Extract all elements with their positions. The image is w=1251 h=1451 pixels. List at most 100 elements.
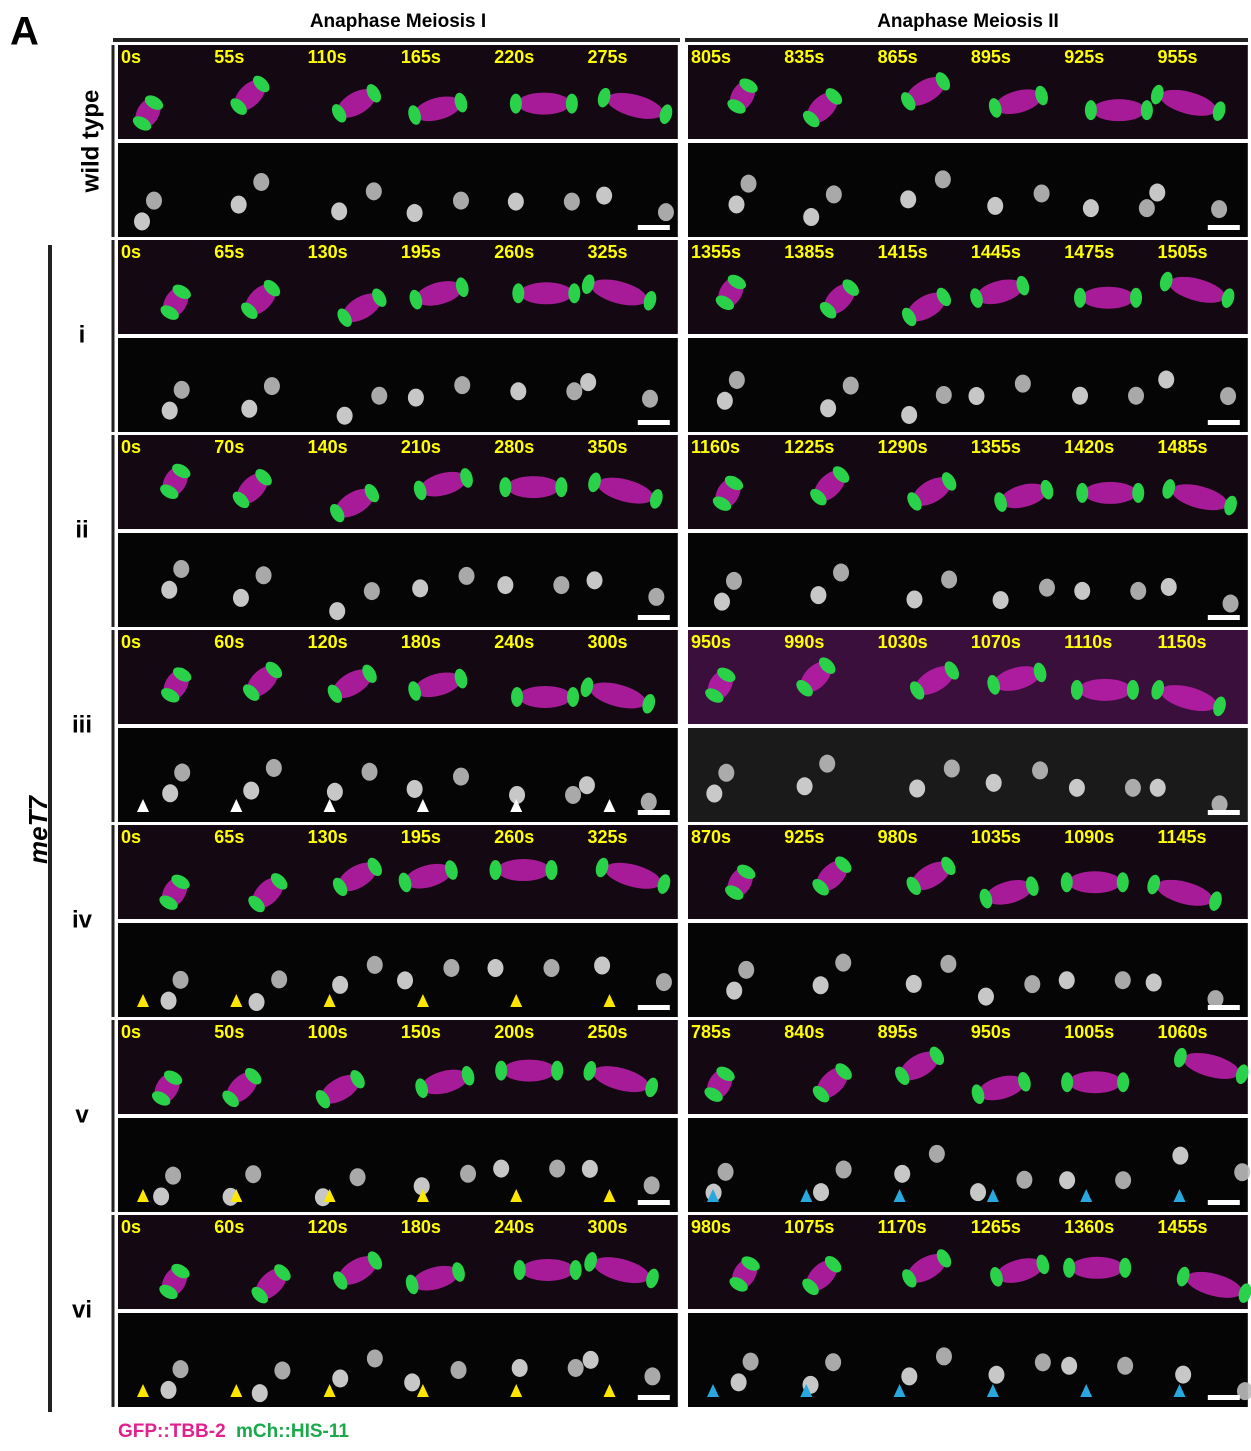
chromosomes bbox=[1063, 1258, 1075, 1278]
dna bbox=[743, 1353, 759, 1371]
dna bbox=[894, 1165, 910, 1183]
dna bbox=[820, 399, 836, 417]
timestamp: 260s bbox=[494, 827, 534, 847]
dna bbox=[510, 382, 526, 400]
timestamp: 1455s bbox=[1158, 1217, 1208, 1237]
dna bbox=[944, 760, 960, 778]
scale-bar bbox=[638, 810, 670, 815]
dna bbox=[241, 400, 257, 418]
dna bbox=[161, 992, 177, 1010]
timestamp: 200s bbox=[494, 1022, 534, 1042]
dna bbox=[453, 768, 469, 786]
dna bbox=[1034, 184, 1050, 202]
timestamp: 1385s bbox=[784, 242, 834, 262]
dna bbox=[731, 1373, 747, 1391]
gray-strip bbox=[118, 143, 678, 237]
spindle bbox=[1084, 482, 1137, 504]
timestamp: 350s bbox=[588, 437, 628, 457]
dna bbox=[906, 975, 922, 993]
dna bbox=[797, 777, 813, 795]
chromosomes bbox=[510, 94, 522, 114]
dna bbox=[512, 1359, 528, 1377]
dna bbox=[493, 1160, 509, 1178]
dna bbox=[1146, 974, 1162, 992]
dna bbox=[826, 185, 842, 203]
dna bbox=[1234, 1163, 1250, 1181]
chromosomes bbox=[1061, 872, 1073, 892]
spindle bbox=[520, 282, 573, 304]
timestamp: 120s bbox=[308, 632, 348, 652]
timestamp: 950s bbox=[691, 632, 731, 652]
dna bbox=[1150, 779, 1166, 797]
chromosomes bbox=[499, 477, 511, 497]
spindle bbox=[521, 1259, 574, 1281]
dna bbox=[970, 1183, 986, 1201]
dna bbox=[941, 570, 957, 588]
dna bbox=[337, 407, 353, 425]
dna bbox=[160, 1381, 176, 1399]
dna bbox=[327, 783, 343, 801]
dna bbox=[249, 993, 265, 1011]
chromosomes bbox=[1119, 1258, 1131, 1278]
row-label: v bbox=[75, 1101, 89, 1128]
dna bbox=[364, 582, 380, 600]
dna bbox=[580, 373, 596, 391]
chromosomes bbox=[568, 283, 580, 303]
dna bbox=[1161, 578, 1177, 596]
row-label: wild type bbox=[77, 90, 104, 194]
dna bbox=[459, 567, 475, 585]
spindle bbox=[517, 93, 570, 115]
dna bbox=[594, 957, 610, 975]
chromosomes bbox=[1061, 1072, 1073, 1092]
chromosomes bbox=[1085, 100, 1097, 120]
timestamp: 895s bbox=[878, 1022, 918, 1042]
spindle bbox=[507, 476, 560, 498]
dna bbox=[936, 1347, 952, 1365]
chromosomes bbox=[1141, 100, 1153, 120]
dna bbox=[813, 976, 829, 994]
dna bbox=[1139, 199, 1155, 217]
column-header: Anaphase Meiosis I bbox=[310, 11, 486, 32]
chromosomes bbox=[1076, 483, 1088, 503]
timestamp: 1355s bbox=[971, 437, 1021, 457]
dna bbox=[1115, 971, 1131, 989]
timestamp: 0s bbox=[121, 1217, 141, 1237]
dna bbox=[936, 386, 952, 404]
timestamp: 65s bbox=[214, 242, 244, 262]
chromosomes bbox=[566, 94, 578, 114]
dna bbox=[1117, 1357, 1133, 1375]
timestamp: 0s bbox=[121, 632, 141, 652]
timestamp: 0s bbox=[121, 1022, 141, 1042]
timestamp: 925s bbox=[784, 827, 824, 847]
dna bbox=[243, 782, 259, 800]
gray-strip bbox=[688, 728, 1248, 822]
dna bbox=[935, 170, 951, 188]
timestamp: 950s bbox=[971, 1022, 1011, 1042]
dna bbox=[366, 182, 382, 200]
timestamp: 65s bbox=[214, 827, 244, 847]
spindle bbox=[1082, 287, 1135, 309]
dna bbox=[1072, 387, 1088, 405]
timestamp: 150s bbox=[401, 1022, 441, 1042]
timestamp: 1145s bbox=[1158, 827, 1207, 847]
dna bbox=[161, 581, 177, 599]
timestamp: 1070s bbox=[971, 632, 1021, 652]
chromosomes bbox=[489, 860, 501, 880]
chromosomes bbox=[1074, 288, 1086, 308]
dna bbox=[172, 1360, 188, 1378]
dna bbox=[460, 1165, 476, 1183]
dna bbox=[1125, 779, 1141, 797]
timestamp: 1170s bbox=[878, 1217, 927, 1237]
dna bbox=[350, 1168, 366, 1186]
timestamp: 0s bbox=[121, 242, 141, 262]
dna bbox=[1211, 200, 1227, 218]
timestamp: 870s bbox=[691, 827, 731, 847]
timestamp: 180s bbox=[401, 632, 441, 652]
dna bbox=[233, 589, 249, 607]
spindle bbox=[503, 1060, 556, 1082]
dna bbox=[329, 602, 345, 620]
timestamp: 1290s bbox=[878, 437, 928, 457]
timestamp: 220s bbox=[494, 47, 534, 67]
dna bbox=[367, 956, 383, 974]
spindle bbox=[1071, 1257, 1124, 1279]
